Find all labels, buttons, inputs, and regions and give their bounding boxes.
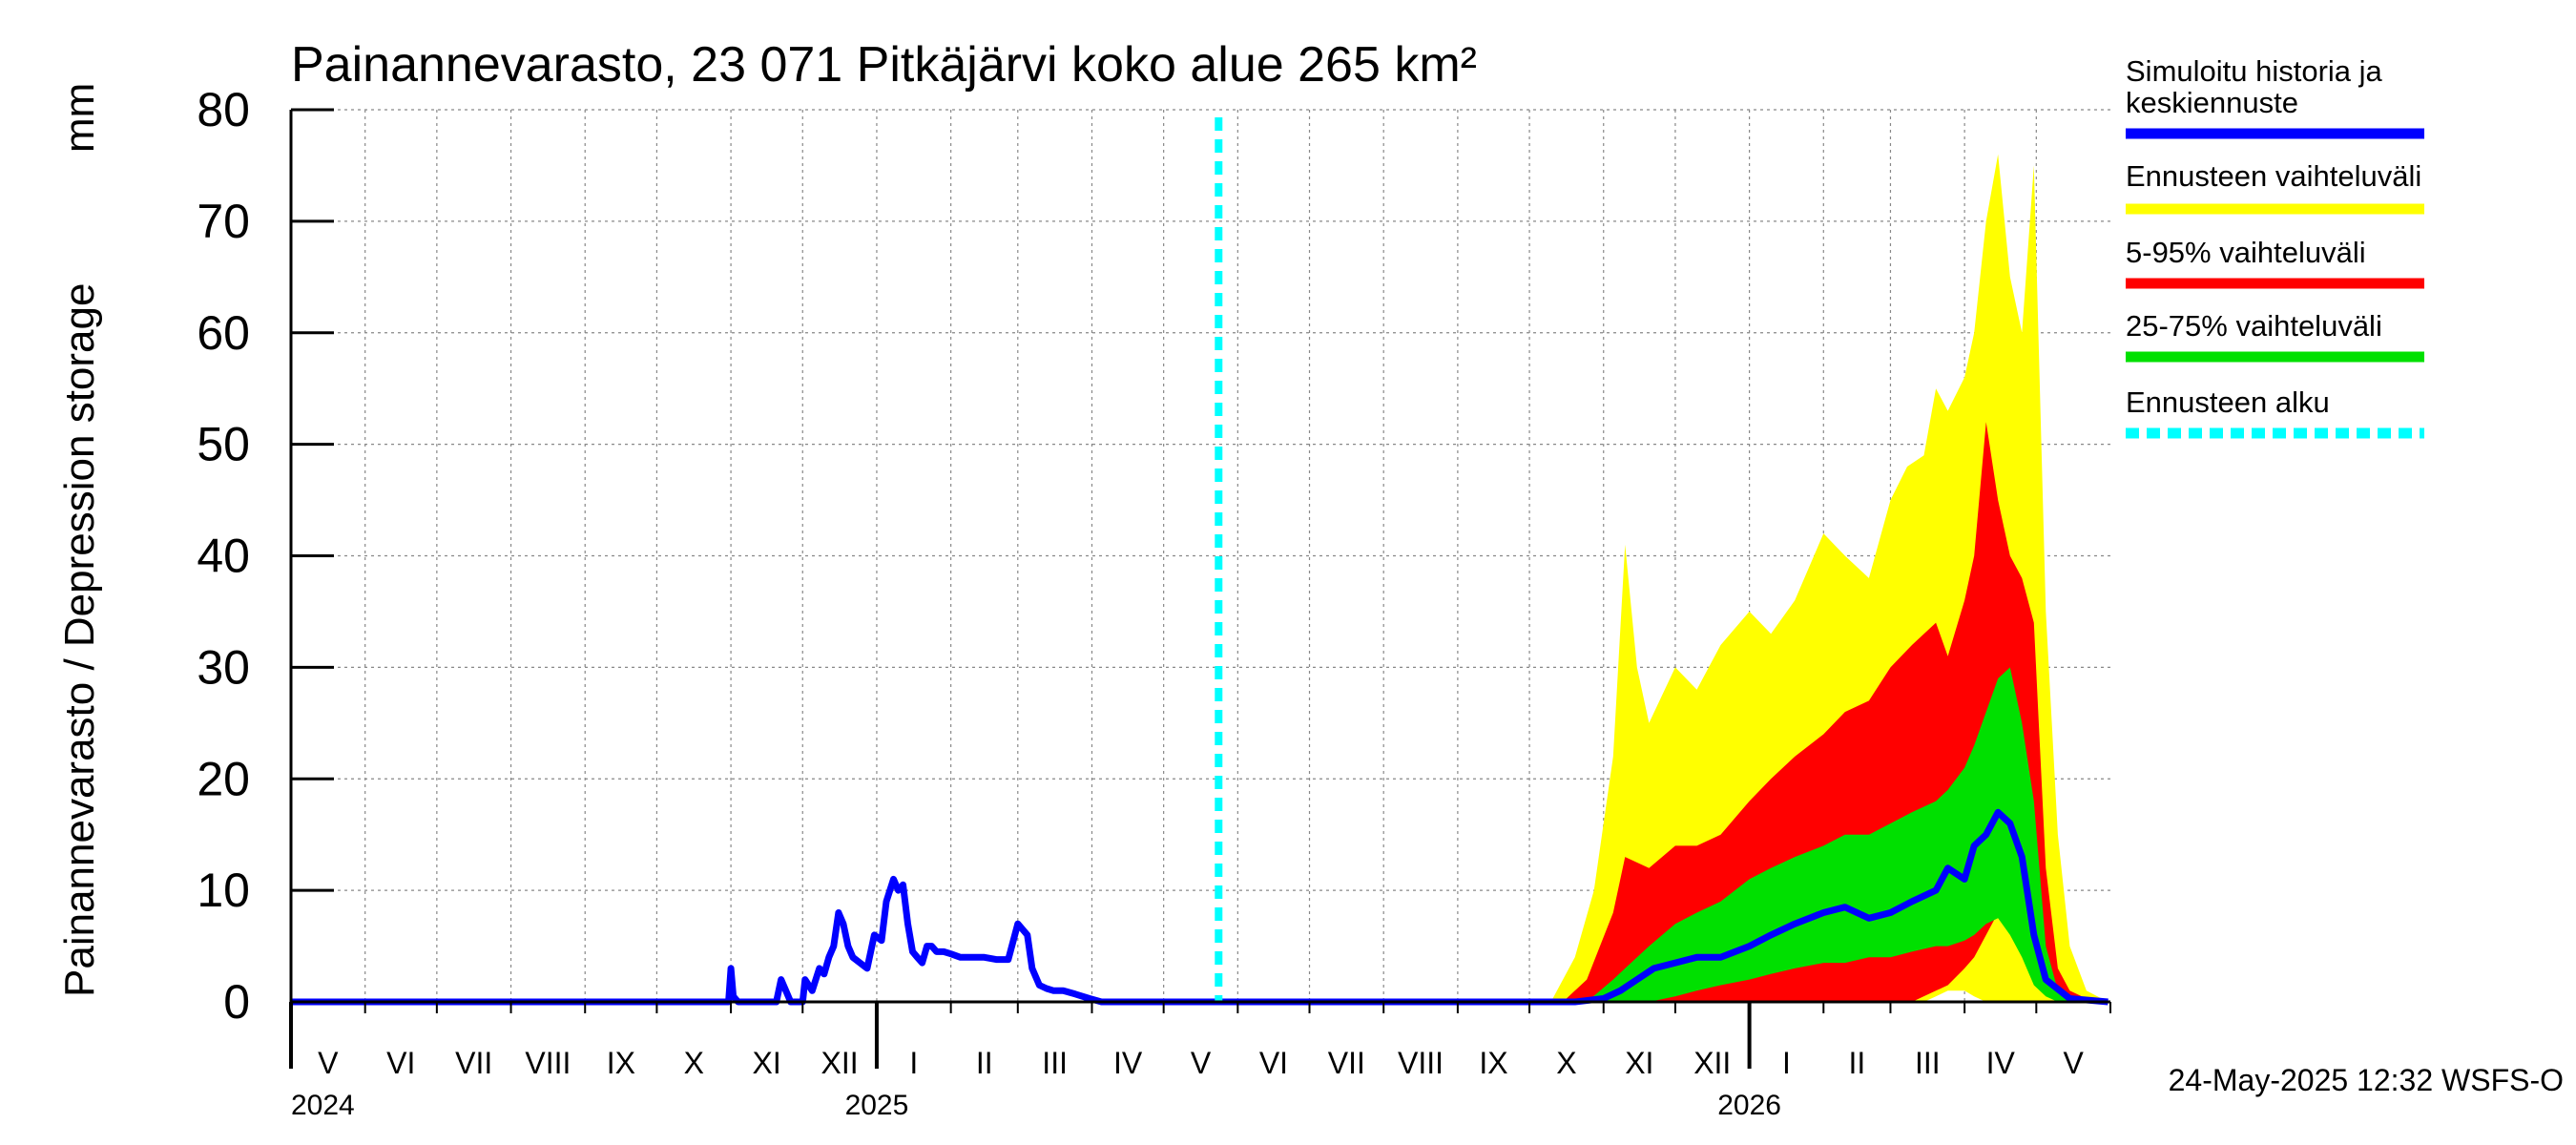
y-tick-label: 10 bbox=[197, 864, 250, 917]
x-month-label: V bbox=[1191, 1046, 1212, 1080]
legend-label: Simuloitu historia ja bbox=[2126, 54, 2383, 88]
x-month-label: I bbox=[1782, 1046, 1791, 1080]
x-year-label: 2024 bbox=[291, 1090, 355, 1121]
x-month-label: II bbox=[1848, 1046, 1865, 1080]
legend-label: keskiennuste bbox=[2126, 86, 2298, 119]
chart-title: Painannevarasto, 23 071 Pitkäjärvi koko … bbox=[291, 37, 1477, 93]
y-axis-label: Painannevarasto / Depression storage bbox=[56, 283, 103, 997]
y-tick-label: 50 bbox=[197, 418, 250, 471]
x-month-label: III bbox=[1915, 1046, 1941, 1080]
x-month-label: VII bbox=[1328, 1046, 1365, 1080]
x-month-label: X bbox=[1556, 1046, 1576, 1080]
band-25-75-vaihteluv-li bbox=[1587, 667, 2087, 1002]
x-month-label: IX bbox=[1479, 1046, 1507, 1080]
y-axis-unit: mm bbox=[56, 83, 103, 153]
y-tick-label: 20 bbox=[197, 752, 250, 805]
x-month-label: VII bbox=[455, 1046, 492, 1080]
y-tick-label: 30 bbox=[197, 640, 250, 694]
x-month-label: IV bbox=[1113, 1046, 1143, 1080]
y-tick-label: 0 bbox=[223, 975, 250, 1029]
x-month-label: XII bbox=[821, 1046, 859, 1080]
y-tick-label: 70 bbox=[197, 195, 250, 248]
x-month-label: VI bbox=[386, 1046, 415, 1080]
x-month-label: X bbox=[684, 1046, 704, 1080]
x-month-label: XI bbox=[1625, 1046, 1653, 1080]
legend-label: 5-95% vaihteluväli bbox=[2126, 236, 2366, 269]
y-tick-label: 80 bbox=[197, 83, 250, 136]
legend-label: Ennusteen alku bbox=[2126, 385, 2330, 419]
y-tick-label: 60 bbox=[197, 306, 250, 360]
x-month-label: XI bbox=[753, 1046, 781, 1080]
x-month-label: II bbox=[976, 1046, 993, 1080]
x-month-label: IV bbox=[1986, 1046, 2016, 1080]
y-tick-label: 40 bbox=[197, 530, 250, 583]
x-year-label: 2026 bbox=[1717, 1090, 1781, 1121]
legend-label: Ennusteen vaihteluväli bbox=[2126, 159, 2421, 193]
x-month-label: XII bbox=[1693, 1046, 1731, 1080]
series-line-mean bbox=[291, 808, 2109, 1006]
x-month-label: VIII bbox=[1398, 1046, 1444, 1080]
x-month-label: IX bbox=[607, 1046, 635, 1080]
timestamp-footer: 24-May-2025 12:32 WSFS-O bbox=[2169, 1063, 2564, 1097]
x-year-label: 2025 bbox=[845, 1090, 909, 1121]
x-month-label: VIII bbox=[525, 1046, 571, 1080]
x-month-label: VI bbox=[1259, 1046, 1288, 1080]
x-month-label: V bbox=[2063, 1046, 2084, 1080]
x-month-label: V bbox=[318, 1046, 339, 1080]
x-month-label: III bbox=[1042, 1046, 1068, 1080]
x-month-label: I bbox=[909, 1046, 918, 1080]
legend-label: 25-75% vaihteluväli bbox=[2126, 309, 2382, 343]
lines bbox=[291, 117, 2109, 1006]
